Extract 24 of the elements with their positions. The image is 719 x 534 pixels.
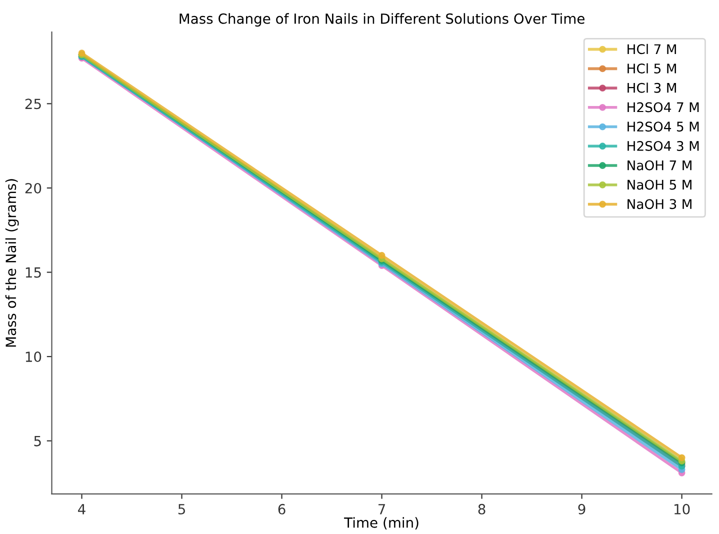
y-tick-label: 25: [25, 98, 41, 110]
x-axis-title: Time (min): [344, 517, 418, 530]
y-tick-label: 5: [34, 436, 41, 446]
y-tick-label: 15: [26, 267, 41, 278]
x-tick-label: 4: [78, 504, 86, 514]
legend-label: HCl 3 M: [628, 82, 676, 93]
legend-label: NaOH 5 M: [628, 180, 692, 190]
y-tick-label: 20: [25, 182, 42, 194]
y-axis-title: Mass of the Nail (grams): [5, 179, 19, 347]
legend-label: NaOH 3 M: [628, 199, 692, 210]
x-tick-label: 7: [378, 504, 386, 514]
legend-label: HCl 7 M: [628, 44, 676, 54]
y-tick-label: 10: [26, 352, 42, 362]
x-tick-label: 9: [578, 504, 586, 514]
x-tick-label: 8: [478, 504, 486, 514]
legend-label: H2SO4 3 M: [628, 140, 699, 151]
legend-label: H2SO4 5 M: [628, 122, 699, 132]
legend-label: NaOH 7 M: [628, 160, 692, 170]
x-tick-label: 6: [278, 504, 286, 514]
legend-label: HCl 5 M: [628, 63, 676, 74]
x-tick-label: 5: [178, 504, 185, 514]
x-tick-label: 10: [674, 504, 690, 514]
legend-label: H2SO4 7 M: [628, 102, 699, 112]
chart-title: Mass Change of Iron Nails in Different Solutions Over Time: [180, 13, 584, 27]
